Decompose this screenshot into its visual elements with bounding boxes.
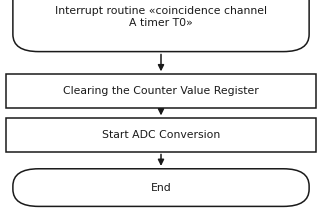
- Text: Interrupt routine «coincidence channel
A timer T0»: Interrupt routine «coincidence channel A…: [55, 6, 267, 28]
- FancyBboxPatch shape: [13, 169, 309, 206]
- Text: Start ADC Conversion: Start ADC Conversion: [102, 130, 220, 140]
- FancyBboxPatch shape: [6, 74, 316, 108]
- Text: End: End: [151, 183, 171, 193]
- FancyBboxPatch shape: [13, 0, 309, 52]
- Text: Clearing the Counter Value Register: Clearing the Counter Value Register: [63, 86, 259, 96]
- FancyBboxPatch shape: [6, 118, 316, 152]
